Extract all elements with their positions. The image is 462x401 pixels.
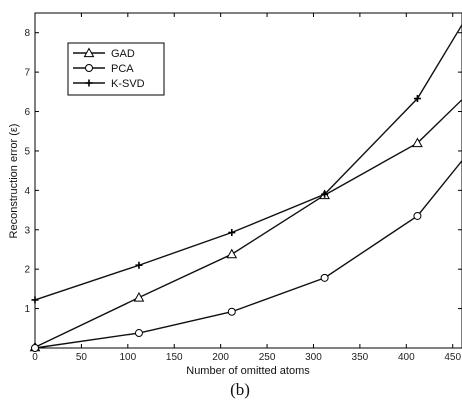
x-axis-title: Number of omitted atoms	[186, 365, 310, 377]
x-tick-label: 100	[119, 352, 136, 363]
legend-item-pca: PCA	[73, 63, 134, 75]
y-tick-label: 8	[24, 28, 30, 39]
series-line-gad	[34, 99, 462, 348]
x-tick-label: 350	[352, 352, 369, 363]
series-line-k-svd	[34, 24, 462, 301]
series-line-pca	[34, 160, 462, 349]
data-point-k-svd	[413, 95, 421, 103]
figure-caption: (b)	[230, 380, 250, 399]
y-tick-label: 1	[24, 304, 30, 315]
y-axis-title: Reconstruction error (ε)	[8, 124, 20, 239]
x-tick-label: 450	[444, 352, 461, 363]
y-tick-label: 2	[24, 265, 30, 276]
axis-ticks: 0 50 100 150 200 250 300 350 400 450 1 2 3 4 5 6 7 8	[24, 13, 462, 363]
legend-marker-k-svd	[85, 79, 93, 87]
x-tick-label: 300	[305, 352, 322, 363]
legend-marker-gad	[83, 47, 95, 58]
data-point-k-svd	[135, 261, 143, 269]
legend-item-gad: GAD	[73, 47, 135, 60]
data-point-k-svd	[31, 296, 39, 304]
series-k-svd	[31, 24, 462, 304]
y-tick-label: 5	[24, 146, 30, 157]
legend-label-pca: PCA	[111, 63, 134, 75]
legend-marker-pca	[85, 64, 93, 72]
y-tick-label: 7	[24, 68, 30, 79]
y-tick-label: 6	[24, 107, 30, 118]
data-point-gad	[226, 248, 238, 259]
y-tick-label: 3	[24, 225, 30, 236]
legend-items: GAD PCA K-SVD	[73, 47, 145, 90]
data-point-k-svd	[321, 190, 329, 198]
data-point-pca	[320, 273, 329, 282]
data-point-pca	[227, 307, 236, 316]
data-point-gad	[412, 137, 423, 148]
legend: GAD PCA K-SVD	[67, 42, 165, 96]
data-point-k-svd	[228, 229, 236, 237]
series-pca	[31, 160, 462, 352]
x-tick-label: 0	[32, 352, 38, 363]
x-tick-label: 400	[398, 352, 415, 363]
data-point-pca	[31, 344, 39, 352]
data-point-pca	[134, 329, 143, 338]
legend-label-gad: GAD	[111, 48, 135, 60]
x-tick-label: 250	[259, 352, 276, 363]
x-tick-label: 50	[76, 352, 88, 363]
x-tick-label: 150	[166, 352, 183, 363]
x-tick-label: 200	[212, 352, 229, 363]
data-point-gad	[133, 292, 145, 302]
series-layer	[29, 24, 462, 352]
legend-label-k-svd: K-SVD	[111, 78, 145, 90]
data-point-pca	[413, 211, 422, 220]
legend-item-k-svd: K-SVD	[73, 78, 145, 90]
y-tick-label: 4	[24, 186, 30, 197]
legend-box	[67, 42, 165, 96]
